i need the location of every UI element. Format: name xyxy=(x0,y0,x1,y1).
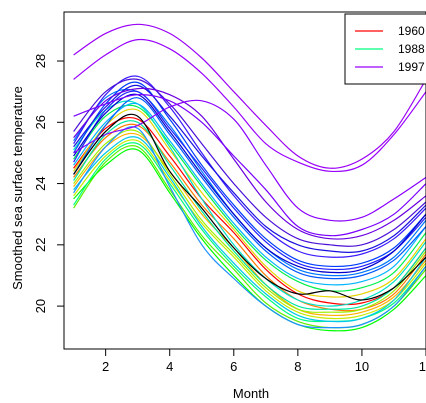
series-line-12 xyxy=(73,100,426,307)
y-tick-label-20: 20 xyxy=(33,299,48,313)
series-line-1 xyxy=(73,116,426,306)
series-line-17 xyxy=(73,97,426,280)
series-line-9 xyxy=(73,104,426,292)
series-line-25 xyxy=(73,94,426,237)
x-tick-label-4: 4 xyxy=(166,359,173,374)
series-line-8 xyxy=(73,148,426,332)
x-axis-label: Month xyxy=(233,386,269,401)
x-tick-label-8: 8 xyxy=(294,359,301,374)
y-tick-label-28: 28 xyxy=(33,54,48,68)
series-line-13 xyxy=(73,136,426,323)
series-line-23 xyxy=(73,78,426,247)
y-tick-label-24: 24 xyxy=(33,176,48,190)
series-line-11 xyxy=(73,120,426,310)
series-line-14 xyxy=(73,102,426,286)
x-tick-label-10: 10 xyxy=(355,359,369,374)
series-line-20 xyxy=(73,75,426,258)
x-tick-label-12: 12 xyxy=(419,359,426,374)
y-axis-label: Smoothed sea surface temperature xyxy=(10,86,25,290)
legend: 1960 1988 1997 xyxy=(344,13,426,85)
legend-label-1997: 1997 xyxy=(398,60,425,74)
legend-label-1960: 1960 xyxy=(398,24,425,38)
series-line-4 xyxy=(73,108,426,298)
series-line-19 xyxy=(73,90,426,271)
series-line-26 xyxy=(73,99,426,222)
series-line-18 xyxy=(73,81,426,268)
series-line-27 xyxy=(73,38,426,173)
x-axis: 2 4 6 8 10 12 xyxy=(102,349,426,374)
series-line-15 xyxy=(73,126,426,329)
series-line-28 xyxy=(73,23,426,169)
plot-frame xyxy=(63,11,426,350)
series-line-29 xyxy=(73,113,426,301)
y-tick-label-26: 26 xyxy=(33,115,48,129)
series-line-5 xyxy=(73,139,426,320)
series-lines xyxy=(73,23,426,332)
series-line-21 xyxy=(73,84,426,253)
y-axis: 20 22 24 26 28 xyxy=(33,54,64,313)
x-tick-label-6: 6 xyxy=(230,359,237,374)
legend-label-1988: 1988 xyxy=(398,42,425,56)
series-line-24 xyxy=(73,87,426,240)
series-line-6 xyxy=(73,129,426,313)
series-line-3 xyxy=(73,132,426,317)
y-tick-label-22: 22 xyxy=(33,238,48,252)
x-tick-label-2: 2 xyxy=(102,359,109,374)
